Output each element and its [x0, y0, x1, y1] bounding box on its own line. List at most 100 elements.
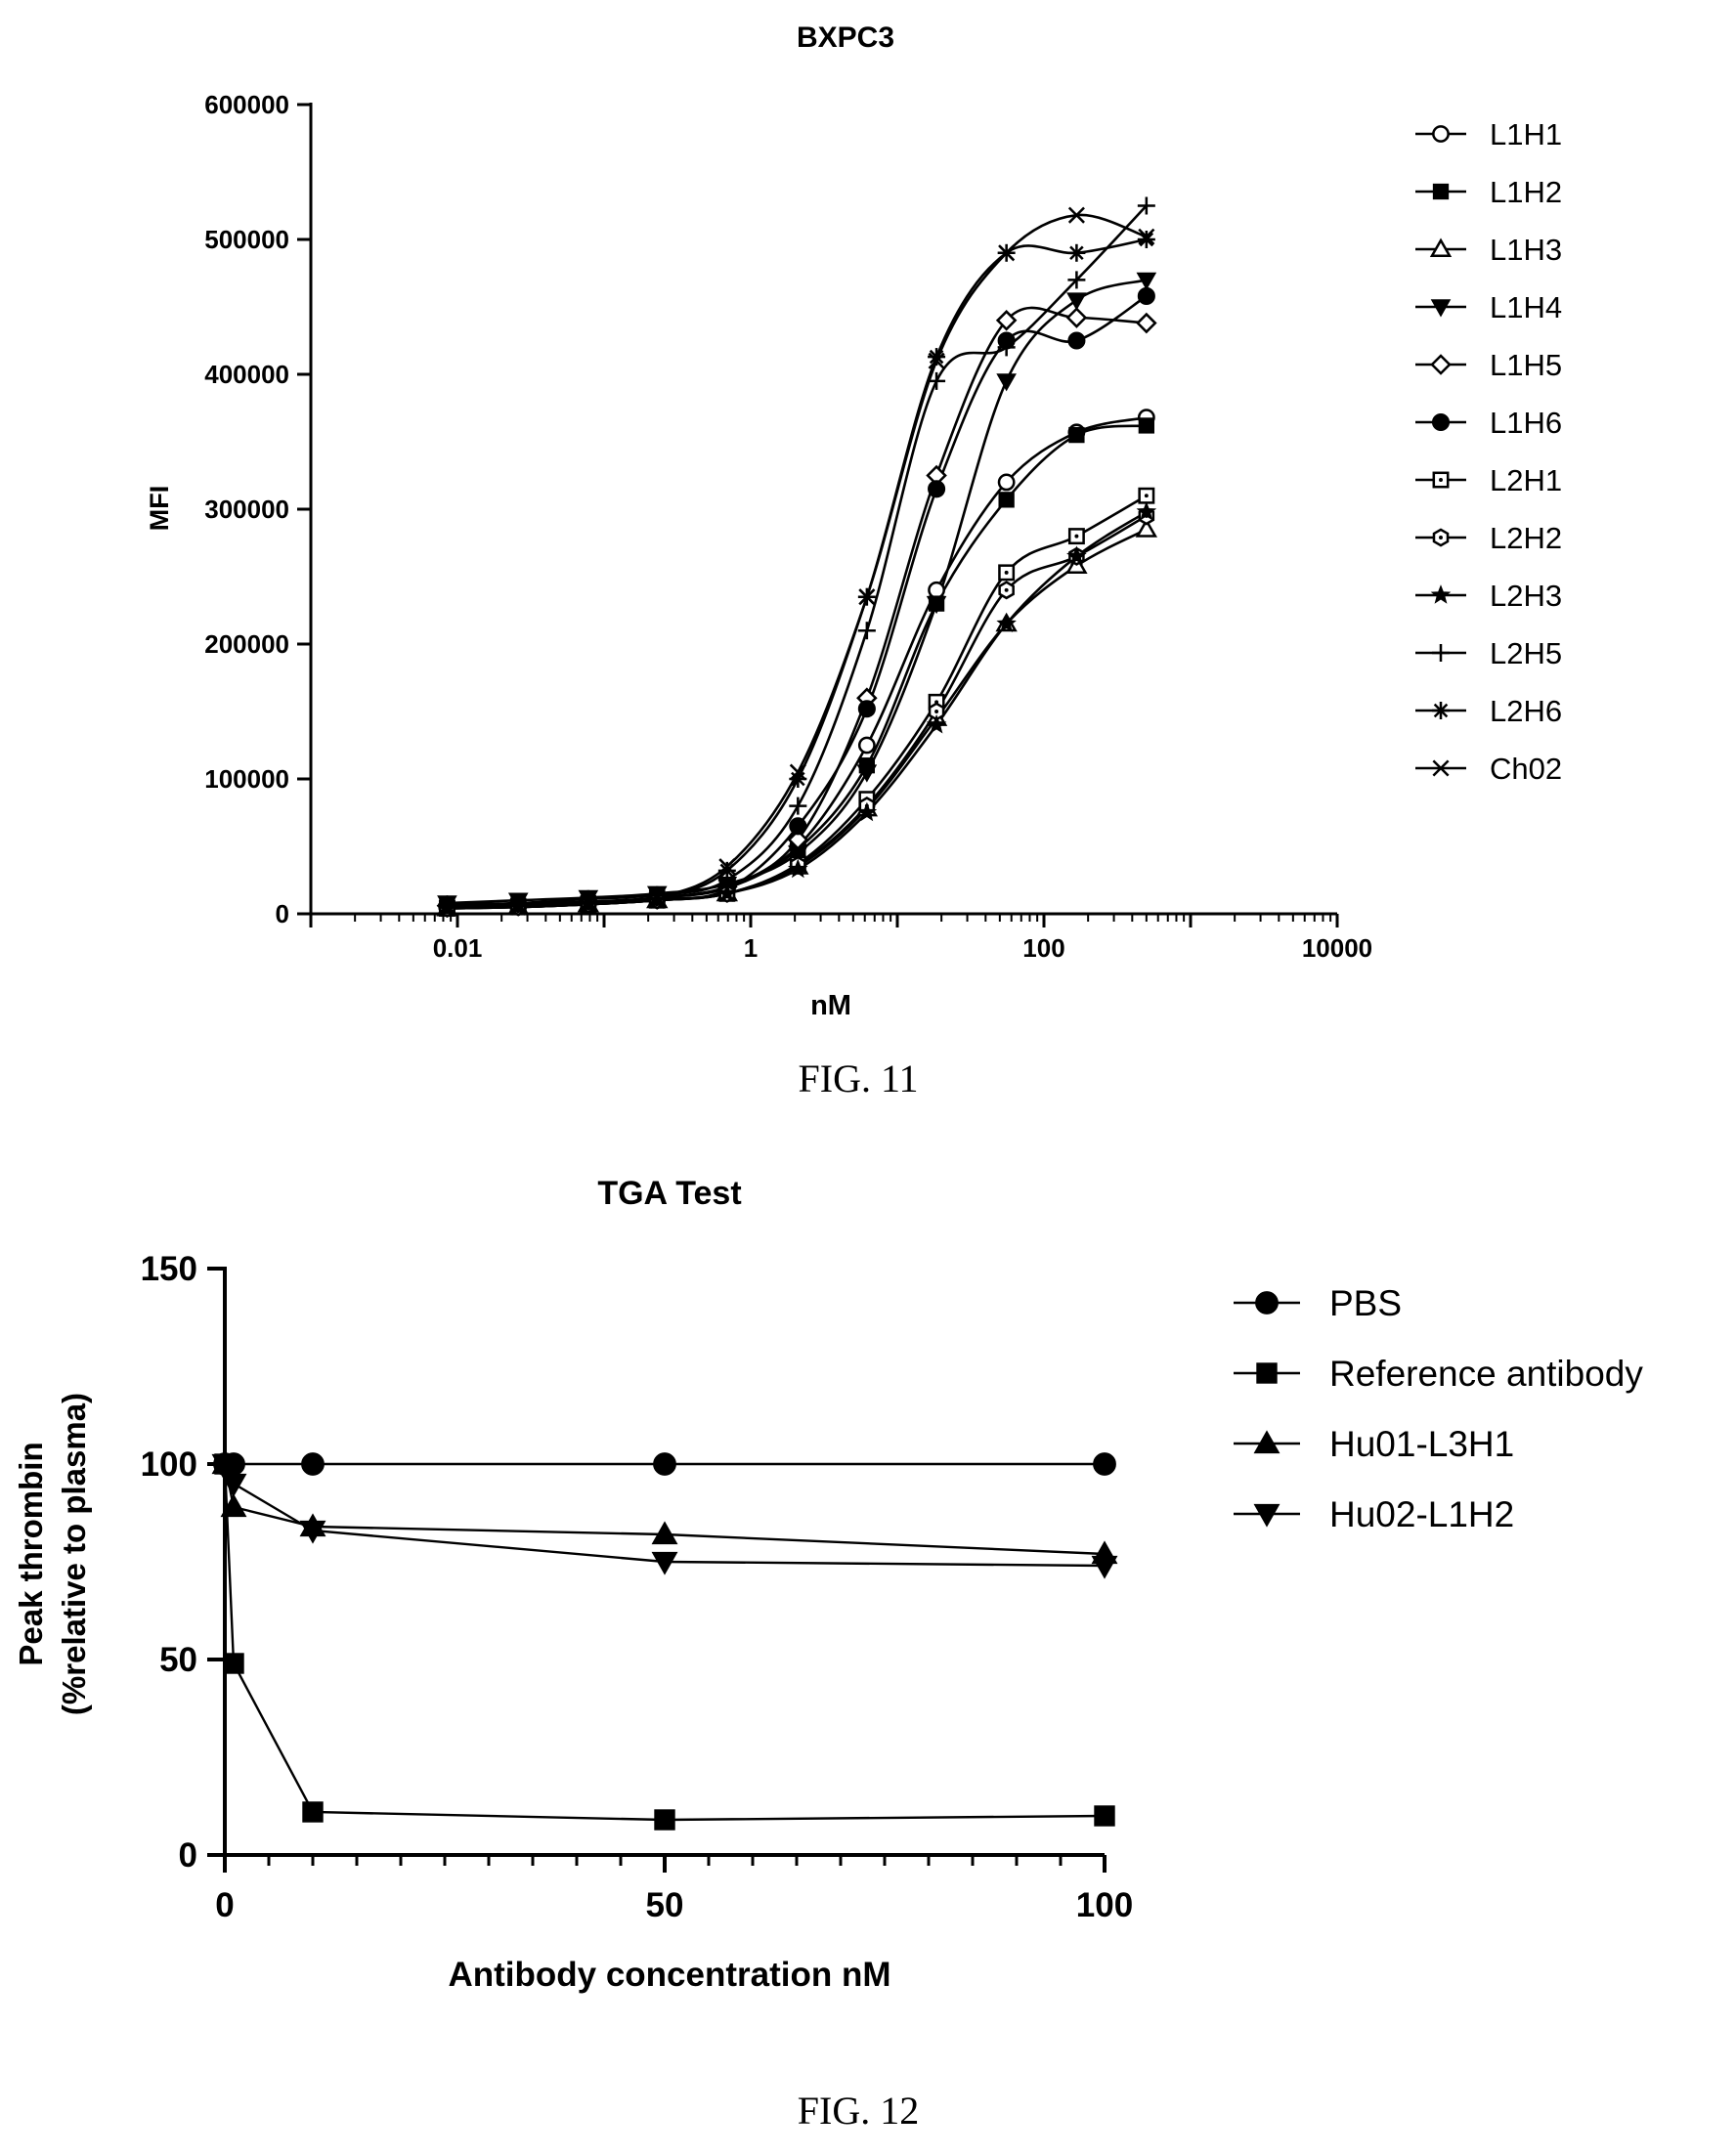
line-hu02-l1h2	[223, 1463, 1106, 1568]
point-l1h6	[857, 700, 876, 718]
y-tick-label: 0	[276, 899, 289, 928]
legend-marker	[1432, 702, 1450, 719]
figure-caption: FIG. 12	[798, 2089, 919, 2133]
series-lines	[223, 1462, 1106, 1822]
legend-marker	[1256, 1362, 1278, 1384]
legend-marker	[1432, 183, 1450, 200]
chart-axes: 0 50 100 150 0 50 100	[141, 1250, 1134, 1924]
point-l1h4	[926, 595, 947, 615]
point-l1h2	[1138, 417, 1154, 434]
point-l2h6	[928, 348, 946, 367]
point-l2h3	[996, 613, 1017, 633]
legend-item-l1h2: L1H2	[1415, 175, 1562, 209]
point-l2h3	[926, 713, 947, 734]
legend-marker	[1255, 1291, 1279, 1315]
bxpc3-chart: BXPC3 0 100000 200000 300000 400000 500000 600…	[145, 22, 1562, 1021]
point-l2h3	[787, 858, 808, 879]
x-tick-label: 10000	[1302, 933, 1372, 963]
point-reference-antibody	[302, 1801, 324, 1823]
legend-label: L1H4	[1490, 290, 1562, 324]
legend-label: Reference antibody	[1329, 1354, 1643, 1394]
point-l2h5	[857, 622, 876, 640]
point-reference-antibody	[654, 1809, 675, 1831]
y-tick-label: 300000	[204, 495, 289, 524]
point-l1h4	[1136, 272, 1157, 290]
point-hu02-l1h2	[211, 1453, 239, 1478]
legend-marker	[1430, 584, 1452, 604]
legend-marker	[1432, 125, 1450, 143]
legend-item-ch02: Ch02	[1415, 752, 1562, 786]
legend-marker	[1430, 354, 1452, 375]
legend-item-l1h5: L1H5	[1415, 348, 1562, 382]
x-tick-label: 0	[215, 1886, 234, 1924]
legend-item-l2h3: L2H3	[1415, 579, 1562, 613]
legend-marker	[1432, 759, 1450, 777]
point-hu01-l3h1	[651, 1521, 678, 1545]
legend-item-l1h3: L1H3	[1415, 233, 1562, 267]
point-ch02	[718, 858, 736, 876]
point-l1h5	[1136, 312, 1157, 334]
legend: L1H1 L1H2 L1H3 L1H4 L1H5 L1H6 L2H1 L2H2 L2H3 L2H5…	[1415, 117, 1562, 786]
y-tick-label: 100	[141, 1445, 197, 1484]
point-l1h1	[928, 581, 945, 599]
point-ch02	[1067, 206, 1085, 224]
y-axis-label: Peak thrombin (%relative to plasma)	[13, 1393, 92, 1715]
legend-marker	[1432, 471, 1450, 489]
point-ch02	[789, 763, 806, 781]
point-ch02	[509, 897, 527, 915]
point-l2h6	[717, 861, 736, 880]
point-reference-antibody	[223, 1653, 244, 1674]
legend-marker	[1253, 1430, 1280, 1454]
legend-label: L2H1	[1490, 463, 1562, 497]
point-l2h3	[716, 883, 738, 903]
y-tick-label: 600000	[204, 90, 289, 119]
legend-label: L1H6	[1490, 406, 1562, 440]
point-l2h6	[1137, 231, 1155, 248]
point-l1h3	[1135, 518, 1158, 538]
legend-item-hu01-l3h1: Hu01-L3H1	[1234, 1424, 1514, 1464]
line-reference-antibody	[223, 1463, 1106, 1822]
x-tick-label: 1	[744, 933, 758, 963]
legend-item-l2h6: L2H6	[1415, 694, 1562, 728]
y-tick-label: 200000	[204, 629, 289, 659]
x-tick-label: 100	[1076, 1886, 1133, 1924]
y-tick-label: 500000	[204, 225, 289, 254]
legend-label: L1H1	[1490, 117, 1562, 151]
point-l1h4	[856, 764, 878, 783]
legend-item-l2h1: L2H1	[1415, 463, 1562, 497]
point-ch02	[648, 888, 666, 906]
legend-label: L1H5	[1490, 348, 1562, 382]
legend-item-l2h5: L2H5	[1415, 636, 1562, 670]
point-l1h1	[997, 473, 1016, 492]
data-points	[211, 1450, 1118, 1831]
x-tick-label: 0.01	[433, 933, 483, 963]
point-l2h5	[997, 338, 1016, 357]
point-l1h2	[998, 492, 1015, 508]
y-tick-label: 0	[179, 1836, 197, 1875]
legend-item-l1h6: L1H6	[1415, 406, 1562, 440]
point-l1h5	[1065, 307, 1088, 328]
legend-item-l1h1: L1H1	[1415, 117, 1562, 151]
point-pbs	[653, 1452, 676, 1476]
point-l2h5	[1137, 196, 1155, 215]
y-tick-label: 50	[159, 1641, 197, 1679]
point-ch02	[928, 352, 945, 369]
point-l2h3	[1136, 500, 1157, 521]
legend-label: Hu02-L1H2	[1329, 1494, 1514, 1534]
legend-label: L2H2	[1490, 521, 1562, 555]
x-axis-label: nM	[810, 990, 851, 1021]
legend-label: Hu01-L3H1	[1329, 1424, 1514, 1464]
legend-marker	[1430, 299, 1452, 318]
point-l2h1	[1138, 487, 1155, 504]
point-pbs	[1093, 1452, 1116, 1476]
point-l1h6	[1137, 286, 1155, 306]
y-axis-label: MFI	[145, 486, 174, 532]
y-tick-label: 400000	[204, 360, 289, 389]
point-reference-antibody	[1094, 1805, 1115, 1827]
point-l2h3	[1066, 545, 1087, 566]
point-hu02-l1h2	[220, 1473, 247, 1497]
legend: PBS Reference antibody Hu01-L3H1 Hu02-L1H2	[1234, 1283, 1643, 1534]
point-l2h1	[998, 564, 1016, 582]
legend-label: L2H6	[1490, 694, 1562, 728]
